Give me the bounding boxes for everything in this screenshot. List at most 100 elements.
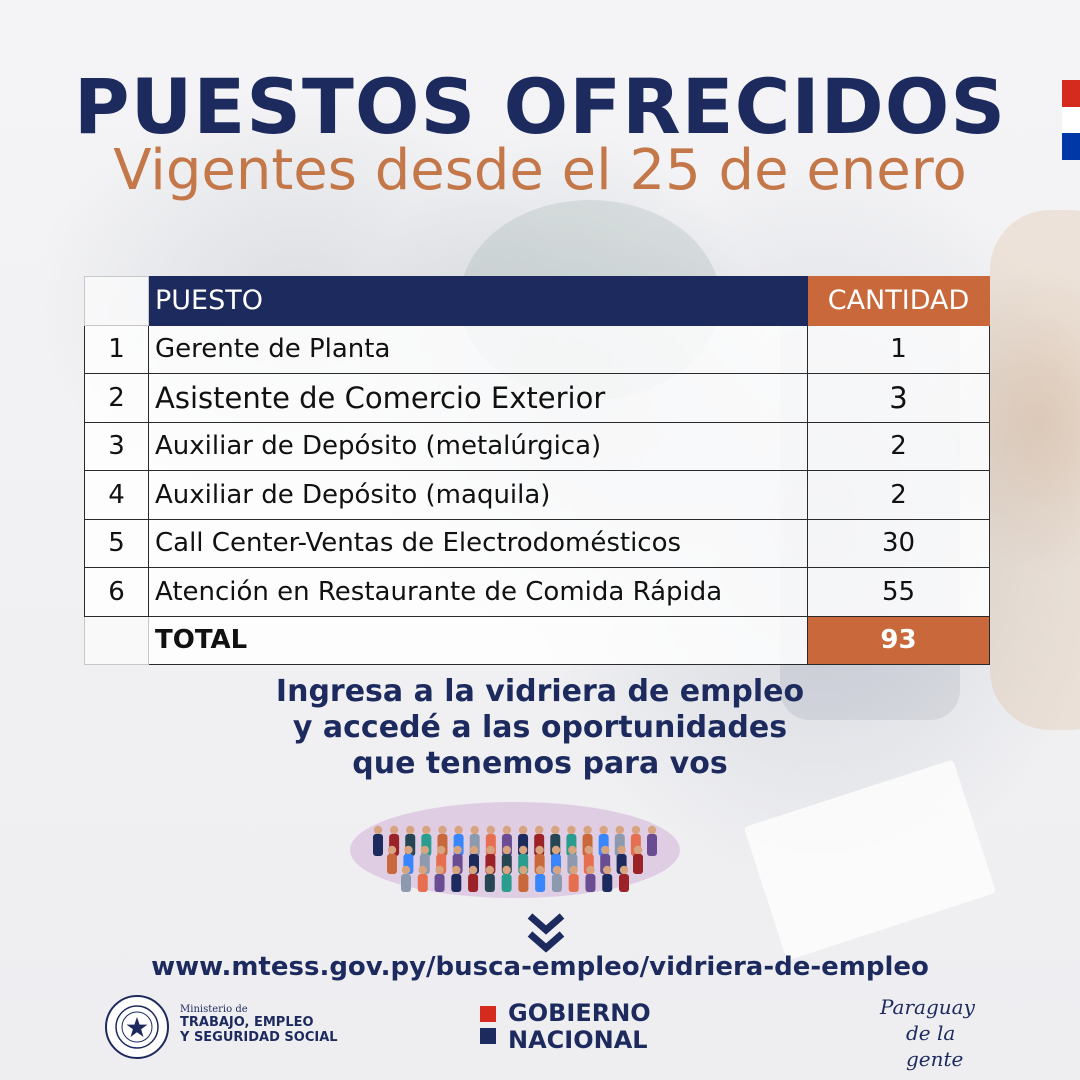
crowd-person-head bbox=[486, 845, 495, 855]
crowd-person-body bbox=[373, 834, 383, 856]
row-quantity: 30 bbox=[807, 518, 990, 568]
crowd-person-head bbox=[406, 825, 415, 835]
employment-url-link[interactable]: www.mtess.gov.py/busca-empleo/vidriera-d… bbox=[151, 952, 929, 982]
crowd-person-head bbox=[551, 845, 561, 855]
row-number: 3 bbox=[84, 421, 149, 471]
header-number bbox=[84, 276, 149, 326]
crowd-person-head bbox=[469, 845, 479, 855]
crowd-person-body bbox=[518, 874, 529, 892]
crowd-person-body bbox=[585, 874, 596, 892]
paraguay-slogan: Paraguay de la gente bbox=[880, 994, 1010, 1072]
crowd-person-body bbox=[633, 854, 643, 874]
crowd-person-body bbox=[484, 874, 495, 892]
crowd-person-body bbox=[451, 874, 462, 892]
ministry-line: TRABAJO, EMPLEO bbox=[180, 1015, 314, 1030]
crowd-person-head bbox=[568, 845, 577, 855]
ministry-line: Ministerio de bbox=[180, 1004, 248, 1015]
table-row: 5 Call Center-Ventas de Electrodoméstico… bbox=[84, 518, 990, 568]
crowd-person-head bbox=[603, 865, 612, 875]
crowd-person-head bbox=[569, 865, 578, 875]
crowd-person-head bbox=[552, 865, 562, 875]
call-to-action: Ingresa a la vidriera de empleo y accedé… bbox=[0, 674, 1080, 782]
total-empty-cell bbox=[84, 615, 149, 665]
page-title: PUESTOS OFRECIDOS bbox=[73, 62, 1007, 151]
crowd-person-head bbox=[599, 825, 608, 835]
crowd-person-head bbox=[486, 825, 496, 835]
header-position: PUESTO bbox=[148, 276, 808, 326]
crowd-person-head bbox=[502, 825, 512, 835]
crowd-person-head bbox=[453, 845, 462, 855]
table-row: 4 Auxiliar de Depósito (maquila) 2 bbox=[84, 470, 990, 520]
gobierno-line: NACIONAL bbox=[508, 1026, 648, 1054]
jobs-table: PUESTO CANTIDAD 1 Gerente de Planta 1 2 … bbox=[84, 276, 990, 665]
row-position: Auxiliar de Depósito (maquila) bbox=[148, 470, 808, 520]
crowd-person-head bbox=[502, 865, 511, 875]
crowd-person-head bbox=[485, 865, 495, 875]
crowd-person-body bbox=[401, 874, 411, 892]
row-position: Gerente de Planta bbox=[148, 324, 808, 374]
crowd-person-body bbox=[468, 874, 479, 892]
crowd-person-body bbox=[501, 874, 512, 892]
national-seal-icon bbox=[105, 995, 169, 1059]
crowd-person-head bbox=[583, 825, 592, 835]
crowd-person-head bbox=[387, 845, 397, 855]
crowd-person-head bbox=[468, 865, 478, 875]
total-value: 93 bbox=[807, 615, 990, 665]
cta-line: que tenemos para vos bbox=[352, 746, 728, 781]
crowd-person-head bbox=[452, 865, 461, 875]
table-row: 1 Gerente de Planta 1 bbox=[84, 324, 990, 374]
crowd-person-head bbox=[437, 845, 446, 855]
slogan-line: de la gente bbox=[906, 1021, 964, 1071]
crowd-person-body bbox=[568, 874, 579, 892]
page-subtitle: Vigentes desde el 25 de enero bbox=[113, 138, 967, 203]
crowd-person-body bbox=[602, 874, 613, 892]
background-shape bbox=[990, 210, 1080, 730]
crowd-person-head bbox=[502, 845, 511, 855]
row-quantity: 3 bbox=[807, 373, 990, 423]
crowd-person-head bbox=[401, 865, 411, 875]
row-number: 2 bbox=[84, 373, 149, 423]
crowd-person-head bbox=[633, 845, 643, 855]
crowd-person-head bbox=[373, 825, 383, 835]
crowd-person-head bbox=[454, 825, 463, 835]
crowd-person-head bbox=[567, 825, 576, 835]
crowd-person-head bbox=[601, 845, 610, 855]
crowd-person-head bbox=[470, 825, 479, 835]
crowd-person-body bbox=[647, 834, 657, 856]
gobierno-line: GOBIERNO bbox=[508, 999, 651, 1027]
row-quantity: 2 bbox=[807, 421, 990, 471]
crowd-person-head bbox=[631, 825, 641, 835]
crowd-person-head bbox=[518, 825, 528, 835]
crowd-person-head bbox=[584, 845, 593, 855]
table-total-row: TOTAL 93 bbox=[84, 615, 990, 665]
crowd-person-head bbox=[519, 845, 528, 855]
header-quantity: CANTIDAD bbox=[807, 276, 990, 326]
table-header-row: PUESTO CANTIDAD bbox=[84, 276, 990, 326]
crowd-person-head bbox=[389, 825, 399, 835]
crowd-person-body bbox=[535, 874, 546, 892]
total-label: TOTAL bbox=[148, 615, 808, 665]
crowd-person-head bbox=[435, 865, 444, 875]
table-row: 2 Asistente de Comercio Exterior 3 bbox=[84, 373, 990, 423]
crowd-person-head bbox=[647, 825, 657, 835]
crowd-person-body bbox=[551, 874, 562, 892]
row-quantity: 2 bbox=[807, 470, 990, 520]
crowd-person-head bbox=[619, 865, 629, 875]
row-position: Asistente de Comercio Exterior bbox=[148, 373, 808, 423]
row-quantity: 1 bbox=[807, 324, 990, 374]
row-quantity: 55 bbox=[807, 567, 990, 617]
crowd-person-head bbox=[422, 825, 431, 835]
row-position: Auxiliar de Depósito (metalúrgica) bbox=[148, 421, 808, 471]
paraguay-flag-stripe bbox=[1062, 80, 1080, 161]
crowd-illustration bbox=[350, 802, 680, 898]
crowd-person-head bbox=[551, 825, 560, 835]
crowd-person-head bbox=[535, 865, 545, 875]
slogan-line: Paraguay bbox=[880, 995, 975, 1019]
row-number: 4 bbox=[84, 470, 149, 520]
crowd-person-head bbox=[404, 845, 413, 855]
crowd-person-head bbox=[519, 865, 528, 875]
crowd-person-head bbox=[418, 865, 427, 875]
row-number: 5 bbox=[84, 518, 149, 568]
row-position: Atención en Restaurante de Comida Rápida bbox=[148, 567, 808, 617]
row-number: 1 bbox=[84, 324, 149, 374]
